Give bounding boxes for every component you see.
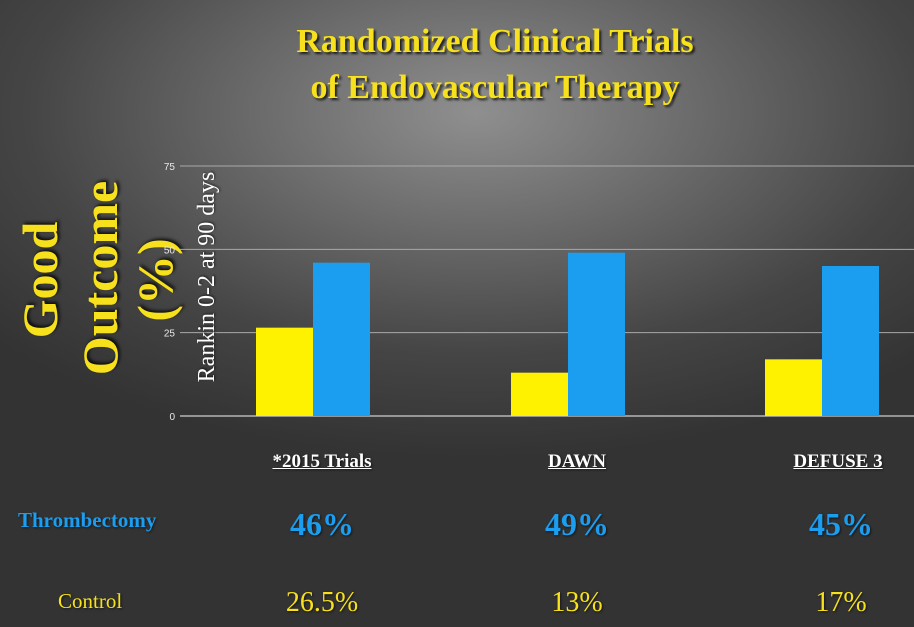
y-tick-label-75: 75 bbox=[164, 162, 176, 173]
category-label-2015-trials: *2015 Trials bbox=[272, 451, 372, 472]
thrombectomy-value-dawn: 49% bbox=[545, 506, 609, 542]
control-value-dawn: 13% bbox=[551, 587, 603, 618]
category-label-defuse3: DEFUSE 3 bbox=[793, 451, 883, 472]
y-tick-labels: 0 25 50 75 bbox=[164, 162, 176, 423]
bar-thrombectomy-defuse-3 bbox=[822, 266, 879, 416]
thrombectomy-value-defuse3: 45% bbox=[809, 506, 873, 542]
y-tick-label-50: 50 bbox=[164, 245, 176, 256]
control-value-defuse3: 17% bbox=[815, 587, 867, 618]
y-tick-label-25: 25 bbox=[164, 329, 176, 340]
y-axis-sublabel-rankin: Rankin 0-2 at 90 days bbox=[194, 171, 220, 383]
y-tick-label-0: 0 bbox=[169, 412, 175, 423]
bars bbox=[256, 252, 879, 416]
bar-thrombectomy-dawn bbox=[568, 252, 625, 416]
row-label-control: Control bbox=[58, 589, 123, 613]
thrombectomy-value-2015: 46% bbox=[290, 506, 354, 542]
bar-thrombectomy-2015-trials bbox=[313, 262, 370, 416]
row-label-thrombectomy: Thrombectomy bbox=[18, 508, 157, 532]
bar-control-dawn bbox=[511, 372, 568, 416]
bar-control-defuse-3 bbox=[765, 359, 822, 416]
chart-title-line2: of Endovascular Therapy bbox=[310, 69, 680, 106]
bar-control-2015-trials bbox=[256, 327, 313, 416]
control-value-2015: 26.5% bbox=[285, 587, 359, 618]
category-label-dawn: DAWN bbox=[547, 451, 607, 472]
chart-title-line1: Randomized Clinical Trials bbox=[296, 23, 694, 60]
